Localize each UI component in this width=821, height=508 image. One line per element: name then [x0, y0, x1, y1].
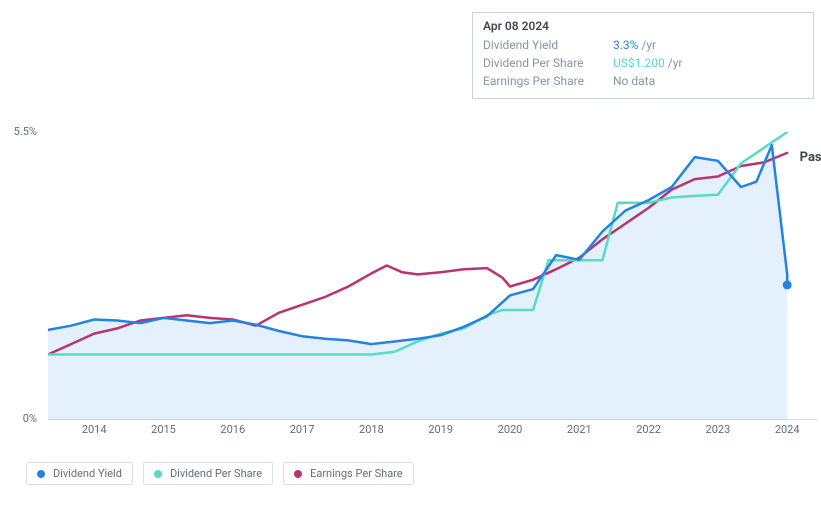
legend-item-earnings_per_share[interactable]: Earnings Per Share [283, 462, 414, 485]
tooltip-row-label: Earnings Per Share [483, 72, 613, 90]
legend-item-dividend_yield[interactable]: Dividend Yield [26, 462, 133, 485]
tooltip-row: Earnings Per ShareNo data [483, 72, 803, 90]
x-tick: 2023 [706, 423, 731, 436]
tooltip-row-label: Dividend Yield [483, 36, 613, 54]
x-tick: 2016 [220, 423, 245, 436]
tooltip-row-label: Dividend Per Share [483, 54, 613, 72]
x-tick: 2024 [775, 423, 800, 436]
x-tick: 2015 [151, 423, 176, 436]
x-tick: 2017 [290, 423, 315, 436]
plot-area[interactable]: Past [48, 132, 818, 420]
tooltip-row-value: No data [613, 72, 655, 90]
tooltip-row-value: US$1.200 /yr [613, 54, 682, 72]
legend: Dividend Yield Dividend Per Share Earnings… [26, 462, 414, 485]
y-axis-label-min: 0% [23, 412, 37, 425]
legend-dot-icon [294, 470, 302, 478]
x-tick: 2021 [567, 423, 592, 436]
tooltip-row: Dividend Yield3.3% /yr [483, 36, 803, 54]
chart-container: 5.5% 0% Past 2014 2015 2016 2017 2018 2019 202… [10, 10, 815, 460]
x-tick: 2019 [428, 423, 453, 436]
y-axis-label-max: 5.5% [14, 125, 37, 138]
tooltip-row: Dividend Per ShareUS$1.200 /yr [483, 54, 803, 72]
tooltip-row-value: 3.3% /yr [613, 36, 656, 54]
past-label: Past [800, 150, 821, 165]
legend-item-label: Dividend Yield [53, 467, 122, 480]
x-axis: 2014 2015 2016 2017 2018 2019 2020 2021 2022 2023… [48, 423, 818, 443]
x-tick: 2014 [82, 423, 107, 436]
x-tick: 2022 [636, 423, 661, 436]
endpoint-dot-dividend-yield [783, 280, 792, 289]
legend-item-label: Earnings Per Share [310, 467, 403, 480]
legend-dot-icon [154, 470, 162, 478]
legend-dot-icon [37, 470, 45, 478]
tooltip-date: Apr 08 2024 [483, 19, 803, 33]
legend-item-dividend_per_share[interactable]: Dividend Per Share [143, 462, 273, 485]
legend-item-label: Dividend Per Share [170, 467, 262, 480]
tooltip-box: Apr 08 2024 Dividend Yield3.3% /yrDivide… [472, 12, 814, 99]
x-tick: 2020 [498, 423, 523, 436]
x-tick: 2018 [359, 423, 384, 436]
